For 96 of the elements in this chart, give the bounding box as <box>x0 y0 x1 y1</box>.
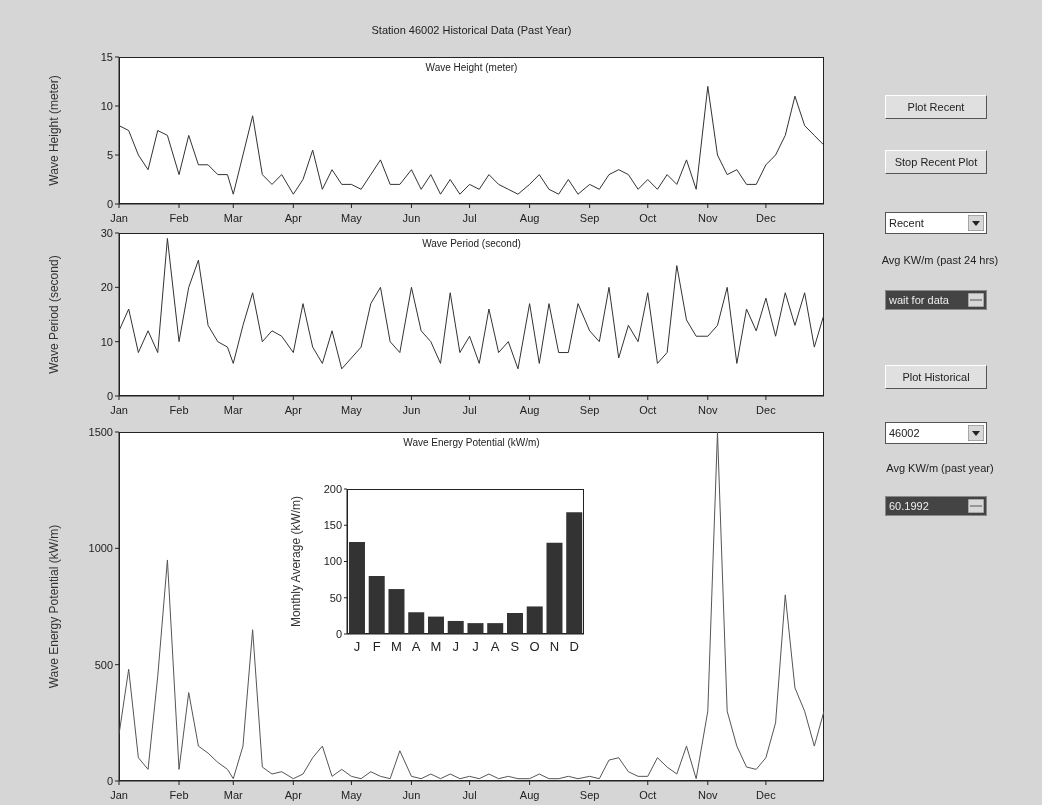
y-tick-label: 10 <box>100 99 113 112</box>
x-tick-label: Mar <box>223 788 244 801</box>
y-axis-title: Wave Energy Potential (kW/m) <box>47 524 62 689</box>
x-tick-label: J <box>353 639 361 655</box>
y-tick-label: 0 <box>106 197 113 210</box>
input-field: 60.1992 <box>885 496 987 516</box>
x-tick-label: Apr <box>284 211 303 224</box>
bar <box>506 612 523 634</box>
chart-title: Station 46002 Historical Data (Past Year) <box>370 24 573 36</box>
x-tick-label: Mar <box>223 211 244 224</box>
bar <box>427 616 444 634</box>
y-tick-label: 1500 <box>88 425 113 438</box>
x-tick-label: Mar <box>223 403 244 416</box>
y-tick-label: 30 <box>100 226 113 239</box>
x-tick-label: Sep <box>579 788 600 801</box>
x-tick-label: D <box>569 639 579 655</box>
x-tick-label: Jan <box>110 788 128 801</box>
y-tick-label: 0 <box>335 627 342 640</box>
x-tick-label: Jan <box>110 403 128 416</box>
x-tick-label: M <box>390 639 402 655</box>
x-tick-label: A <box>411 639 421 655</box>
bar <box>388 589 405 634</box>
dropdown: Recent <box>885 212 987 234</box>
bar <box>487 623 504 634</box>
y-tick-label: 50 <box>329 591 342 604</box>
x-tick-label: Oct <box>639 403 657 416</box>
x-tick-label: S <box>510 639 520 655</box>
x-tick-label: May <box>341 403 363 416</box>
x-tick-label: Dec <box>756 403 777 416</box>
x-tick-label: Jun <box>402 788 421 801</box>
x-tick-label: Jul <box>462 403 477 416</box>
x-tick-label: Jun <box>402 403 421 416</box>
y-axis-title: Monthly Average (kW/m) <box>289 495 304 628</box>
line-series <box>119 237 824 370</box>
x-tick-label: Jul <box>462 211 477 224</box>
bar <box>546 542 563 634</box>
y-tick-label: 10 <box>100 335 113 348</box>
button: Stop Recent Plot <box>885 150 987 174</box>
bar <box>566 512 583 634</box>
dropdown: 46002 <box>885 422 987 444</box>
x-tick-label: Nov <box>698 211 719 224</box>
bar <box>447 620 464 634</box>
x-tick-label: O <box>529 639 540 655</box>
x-tick-label: A <box>490 639 500 655</box>
x-tick-label: Sep <box>579 211 600 224</box>
y-tick-label: 5 <box>106 148 113 161</box>
x-tick-label: May <box>341 211 363 224</box>
text: Wave Period (second) <box>421 238 522 249</box>
x-tick-label: Jul <box>462 788 477 801</box>
x-tick-label: Dec <box>756 211 777 224</box>
button: Plot Recent <box>885 95 987 119</box>
x-tick-label: Aug <box>519 403 540 416</box>
y-tick-label: 20 <box>100 281 113 294</box>
y-axis-title: Wave Height (meter) <box>47 75 62 186</box>
x-tick-label: Dec <box>756 788 777 801</box>
y-axis-title: Wave Period (second) <box>47 255 62 374</box>
x-tick-label: Feb <box>169 403 189 416</box>
x-tick-label: Jan <box>110 211 128 224</box>
x-tick-label: Aug <box>519 788 540 801</box>
text: Avg KW/m (past year) <box>885 462 995 474</box>
bar <box>467 623 484 634</box>
input-field: wait for data <box>885 290 987 310</box>
button: Plot Historical <box>885 365 987 389</box>
x-tick-label: Aug <box>519 211 540 224</box>
y-tick-label: 1000 <box>88 542 113 555</box>
x-tick-label: Nov <box>698 788 719 801</box>
bar <box>526 606 543 634</box>
x-tick-label: J <box>452 639 459 655</box>
x-tick-label: Feb <box>169 788 189 801</box>
x-tick-label: Oct <box>639 788 657 801</box>
bar <box>408 612 425 634</box>
x-tick-label: Nov <box>698 403 719 416</box>
y-tick-label: 0 <box>106 774 113 787</box>
y-tick-label: 100 <box>323 555 342 568</box>
line-series <box>119 85 824 195</box>
y-tick-label: 500 <box>94 658 113 671</box>
x-tick-label: May <box>341 788 363 801</box>
y-tick-label: 200 <box>323 482 342 495</box>
bar <box>348 541 365 634</box>
x-tick-label: Apr <box>284 788 303 801</box>
bar <box>368 576 385 634</box>
text: Wave Height (meter) <box>424 62 519 73</box>
x-tick-label: Oct <box>639 211 657 224</box>
x-tick-label: F <box>372 639 381 655</box>
x-tick-label: Feb <box>169 211 189 224</box>
x-tick-label: M <box>430 639 442 655</box>
x-tick-label: J <box>472 639 479 655</box>
x-tick-label: Sep <box>579 403 600 416</box>
x-tick-label: N <box>549 639 560 655</box>
y-tick-label: 0 <box>106 389 113 402</box>
y-tick-label: 15 <box>100 50 113 63</box>
text: Avg KW/m (past 24 hrs) <box>880 254 1000 266</box>
text: Wave Energy Potential (kW/m) <box>402 437 541 448</box>
y-tick-label: 150 <box>323 519 342 532</box>
x-tick-label: Apr <box>284 403 303 416</box>
x-tick-label: Jun <box>402 211 421 224</box>
